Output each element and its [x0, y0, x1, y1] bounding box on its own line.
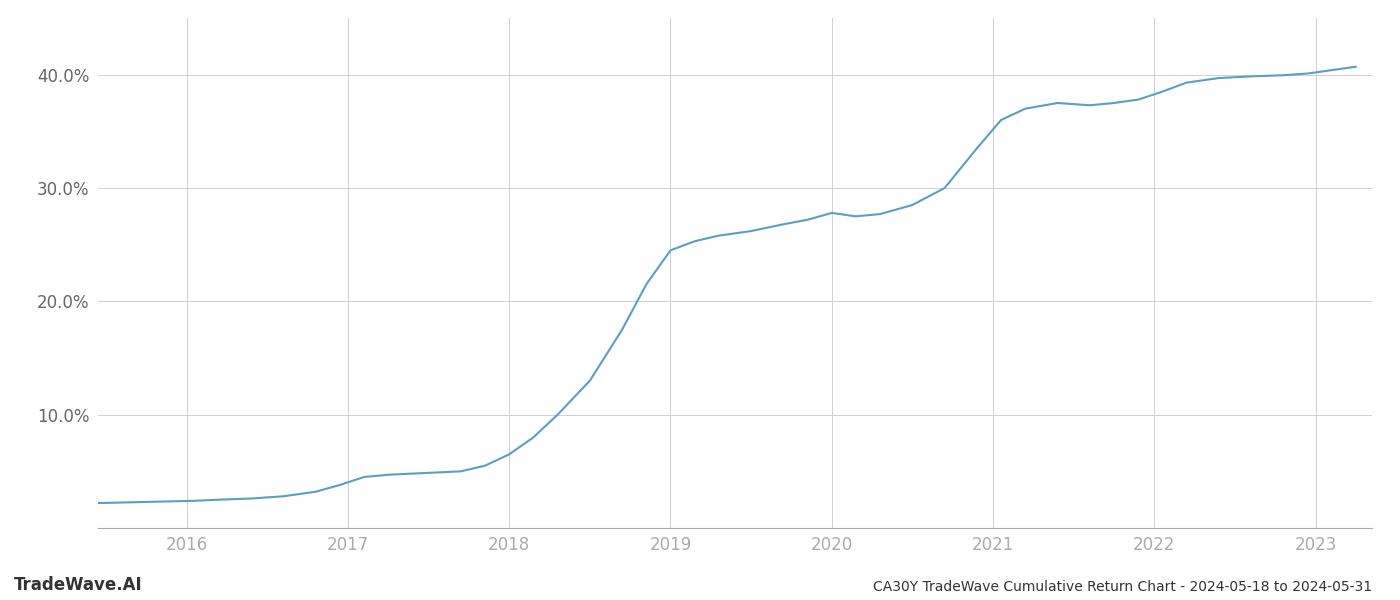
Text: CA30Y TradeWave Cumulative Return Chart - 2024-05-18 to 2024-05-31: CA30Y TradeWave Cumulative Return Chart …	[872, 580, 1372, 594]
Text: TradeWave.AI: TradeWave.AI	[14, 576, 143, 594]
